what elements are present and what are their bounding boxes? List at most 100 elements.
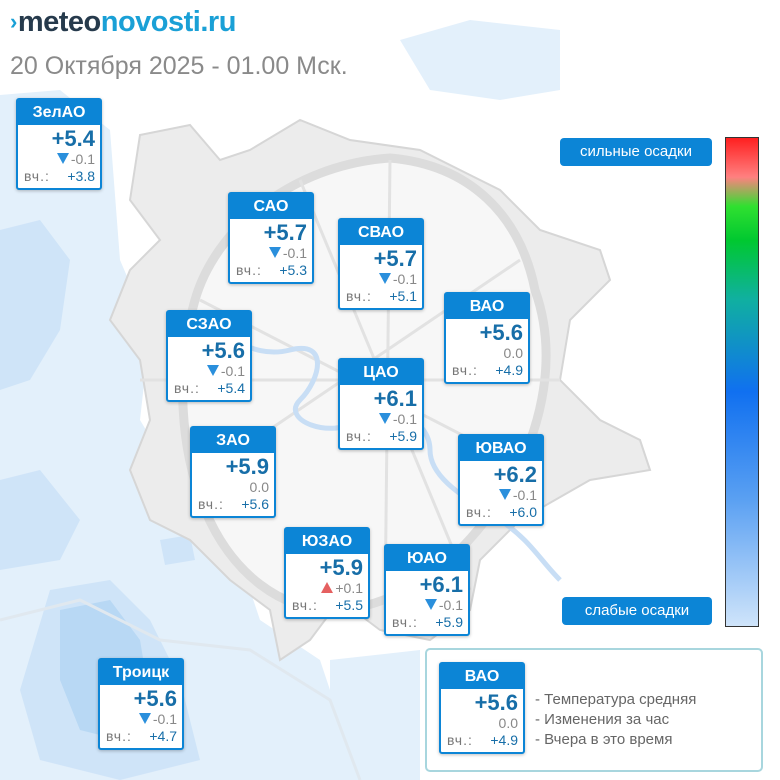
yesterday-row: вч.: +5.3	[230, 262, 312, 282]
precip-scale-bar	[725, 137, 759, 627]
district-name: САО	[230, 194, 312, 219]
yesterday-label: вч.:	[236, 262, 262, 278]
yesterday-label: вч.:	[174, 380, 200, 396]
troitsk-area-outline	[0, 598, 362, 780]
avg-temperature: +5.6	[479, 320, 523, 345]
district-card-yuao: ЮАО +6.1 -0.1 вч.: +5.9	[384, 544, 470, 636]
avg-temperature: +6.1	[419, 572, 463, 597]
district-card-svao: СВАО +5.7 -0.1 вч.: +5.1	[338, 218, 424, 310]
yesterday-label: вч.:	[447, 732, 473, 748]
down-triangle-icon	[378, 273, 391, 284]
yesterday-value: +5.6	[241, 496, 269, 512]
yesterday-label: вч.:	[452, 362, 478, 378]
district-name: ЮВАО	[460, 436, 542, 461]
avg-temperature: +5.9	[319, 555, 363, 580]
hourly-change: 0.0	[249, 479, 269, 495]
down-triangle-icon	[378, 413, 391, 424]
yesterday-value: +5.9	[389, 428, 417, 444]
district-name: ЗАО	[192, 428, 274, 453]
yesterday-label: вч.:	[24, 168, 50, 184]
yesterday-row: вч.: +5.9	[340, 428, 422, 448]
yesterday-row: вч.: +3.8	[18, 168, 100, 188]
yesterday-value: +5.5	[335, 597, 363, 613]
avg-temperature: +5.7	[373, 246, 417, 271]
down-triangle-icon	[424, 599, 437, 610]
avg-temperature: +6.2	[493, 462, 537, 487]
district-card-tsao: ЦАО +6.1 -0.1 вч.: +5.9	[338, 358, 424, 450]
down-triangle-icon	[268, 247, 281, 258]
district-card-zelao: ЗелАО +5.4 -0.1 вч.: +3.8	[16, 98, 102, 190]
down-triangle-icon	[206, 365, 219, 376]
hourly-change: 0.0	[503, 345, 523, 361]
site-logo[interactable]: ›meteonovosti.ru	[10, 6, 236, 38]
forecast-datetime: 20 Октября 2025 - 01.00 Мск.	[10, 52, 348, 80]
hourly-change: -0.1	[460, 487, 542, 504]
hourly-change: -0.1	[100, 711, 182, 728]
avg-temperature: +5.9	[225, 454, 269, 479]
yesterday-row: вч.: +5.1	[340, 288, 422, 308]
hourly-change: +0.1	[286, 580, 368, 597]
yesterday-row: вч.: +4.9	[441, 732, 523, 752]
yesterday-value: +5.9	[435, 614, 463, 630]
yesterday-label: вч.:	[346, 288, 372, 304]
avg-temperature: +5.7	[263, 220, 307, 245]
district-card-yuvao: ЮВАО +6.2 -0.1 вч.: +6.0	[458, 434, 544, 526]
legend-line-change: - Изменения за час	[535, 711, 670, 728]
yesterday-label: вч.:	[346, 428, 372, 444]
district-name: ВАО	[441, 664, 523, 689]
avg-temperature: +5.4	[51, 126, 95, 151]
hourly-change: -0.1	[386, 597, 468, 614]
yesterday-row: вч.: +4.7	[100, 728, 182, 748]
yesterday-value: +5.4	[217, 380, 245, 396]
yesterday-row: вч.: +5.5	[286, 597, 368, 617]
yesterday-value: +3.8	[67, 168, 95, 184]
district-name: ЦАО	[340, 360, 422, 385]
hourly-change: 0.0	[498, 715, 518, 731]
district-name: СВАО	[340, 220, 422, 245]
legend-example-card: ВАО +5.6 0.0 вч.: +4.9	[439, 662, 525, 754]
district-card-vao: ВАО +5.6 0.0 вч.: +4.9	[444, 292, 530, 384]
avg-temperature: +5.6	[201, 338, 245, 363]
hourly-change: -0.1	[18, 151, 100, 168]
district-name: СЗАО	[168, 312, 250, 337]
legend-box: ВАО +5.6 0.0 вч.: +4.9 - Температура сре…	[425, 648, 763, 772]
district-card-szao: СЗАО +5.6 -0.1 вч.: +5.4	[166, 310, 252, 402]
avg-temperature: +5.6	[133, 686, 177, 711]
down-triangle-icon	[498, 489, 511, 500]
logo-chevron-icon: ›	[10, 9, 17, 34]
yesterday-value: +5.3	[279, 262, 307, 278]
hourly-change: -0.1	[340, 411, 422, 428]
down-triangle-icon	[56, 153, 69, 164]
district-name: ВАО	[446, 294, 528, 319]
yesterday-row: вч.: +4.9	[446, 362, 528, 382]
yesterday-row: вч.: +6.0	[460, 504, 542, 524]
up-triangle-icon	[321, 582, 334, 593]
avg-temperature: +5.6	[474, 690, 518, 715]
yesterday-row: вч.: +5.6	[192, 496, 274, 516]
yesterday-label: вч.:	[292, 597, 318, 613]
yesterday-label: вч.:	[466, 504, 492, 520]
yesterday-label: вч.:	[198, 496, 224, 512]
yesterday-label: вч.:	[392, 614, 418, 630]
hourly-change: -0.1	[168, 363, 250, 380]
yesterday-value: +4.9	[495, 362, 523, 378]
yesterday-value: +4.7	[149, 728, 177, 744]
district-card-zao: ЗАО +5.9 0.0 вч.: +5.6	[190, 426, 276, 518]
district-card-yuzao: ЮЗАО +5.9 +0.1 вч.: +5.5	[284, 527, 370, 619]
district-name: ЗелАО	[18, 100, 100, 125]
yesterday-value: +6.0	[509, 504, 537, 520]
yesterday-row: вч.: +5.4	[168, 380, 250, 400]
district-name: ЮЗАО	[286, 529, 368, 554]
legend-lines: - Температура средняя - Изменения за час…	[535, 690, 696, 750]
district-card-troitsk: Троицк +5.6 -0.1 вч.: +4.7	[98, 658, 184, 750]
heavy-precip-label: сильные осадки	[560, 138, 712, 166]
avg-temperature: +6.1	[373, 386, 417, 411]
district-name: ЮАО	[386, 546, 468, 571]
legend-line-yesterday: - Вчера в это время	[535, 731, 673, 748]
district-name: Троицк	[100, 660, 182, 685]
light-precip-label: слабые осадки	[562, 597, 712, 625]
down-triangle-icon	[138, 713, 151, 724]
yesterday-value: +4.9	[490, 732, 518, 748]
legend-line-avg: - Температура средняя	[535, 691, 697, 708]
yesterday-value: +5.1	[389, 288, 417, 304]
